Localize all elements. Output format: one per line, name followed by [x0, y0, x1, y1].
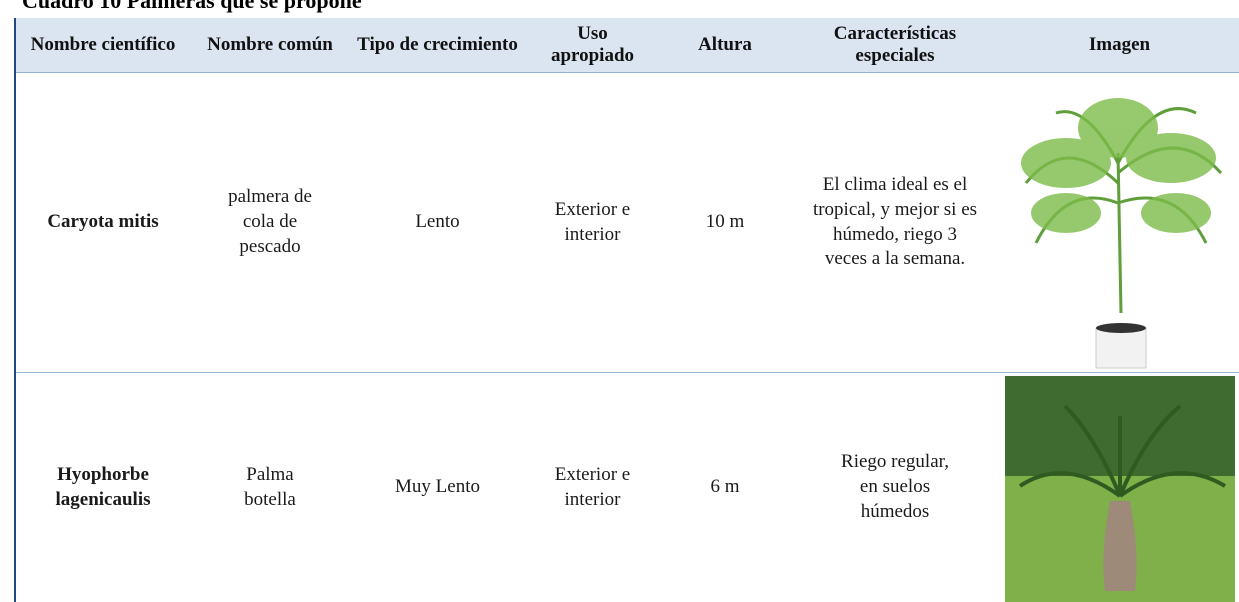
image-cell [1000, 373, 1239, 602]
header-cell: Nombre científico [30, 34, 176, 56]
cell: El clima ideal es el tropical, y mejor s… [812, 174, 978, 270]
table-title: Cuadro 10 Palmeras que se propone [22, 0, 362, 13]
header-cell: Tipo de crecimiento [357, 34, 518, 56]
header-cell: Altura [698, 34, 752, 56]
header-cell: Imagen [1088, 34, 1151, 56]
header-cell: Uso apropiado [550, 23, 635, 66]
table-row: Hyophorbe lagenicaulis Palma botella Muy… [16, 373, 1239, 602]
cell: 10 m [705, 211, 745, 233]
plant-image [1021, 97, 1223, 368]
header-row: Nombre científico Nombre común Tipo de c… [16, 18, 1239, 73]
cell: Palma botella [244, 463, 296, 510]
cell: palmera de cola de pescado [228, 186, 312, 257]
cell: Muy Lento [395, 476, 480, 498]
cell: Riego regular, en suelos húmedos [841, 451, 949, 522]
cell: Hyophorbe lagenicaulis [55, 463, 151, 510]
cell: 6 m [710, 476, 740, 498]
image-cell [1000, 73, 1239, 372]
table-border [14, 18, 16, 602]
cell: Lento [415, 211, 460, 233]
header-cell: Características especiales [833, 23, 957, 66]
plant-image [1004, 376, 1235, 602]
header-cell: Nombre común [207, 34, 333, 56]
cell: Caryota mitis [47, 211, 159, 233]
cell: Exterior e interior [554, 198, 631, 245]
cell: Exterior e interior [554, 463, 631, 510]
table-row: Caryota mitis palmera de cola de pescado… [16, 73, 1239, 373]
